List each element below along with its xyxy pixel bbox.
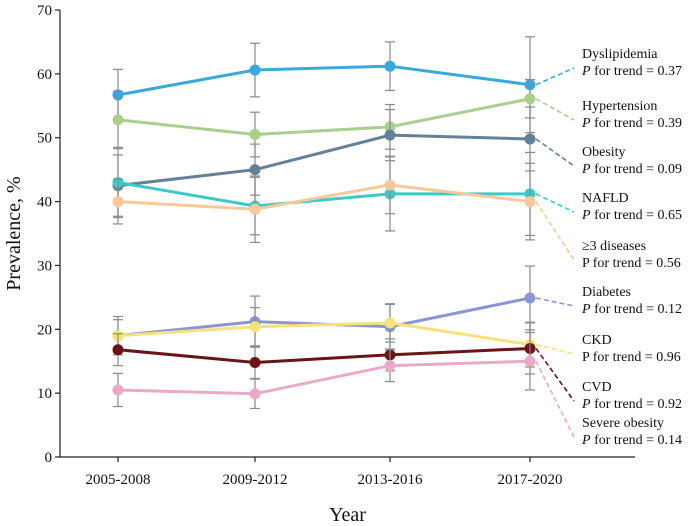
series-1 <box>112 79 536 158</box>
italic-p: P <box>581 397 591 412</box>
annotation-leader <box>535 297 575 307</box>
trend-value: for trend = 0.37 <box>591 64 683 79</box>
y-tick-label: 50 <box>37 131 52 147</box>
data-point <box>524 93 536 105</box>
series-line <box>117 321 531 347</box>
italic-p: P <box>581 64 591 79</box>
annotation-leader <box>535 347 575 402</box>
data-point <box>384 179 396 191</box>
annotation-leader <box>535 138 575 167</box>
annotation-trend: P for trend = 0.09 <box>581 162 682 177</box>
data-point <box>249 203 261 215</box>
annotation-leader <box>535 360 575 438</box>
data-point <box>249 356 261 368</box>
y-axis-title: Prevalence, % <box>3 176 25 290</box>
series-8 <box>112 331 536 410</box>
series-line <box>117 133 531 188</box>
trend-annotations: Dyslipidemia P for trend = 0.37 Hypertensi… <box>535 47 682 448</box>
data-point <box>112 344 124 356</box>
annotation-leader <box>535 67 575 86</box>
annotation-trend: P for trend = 0.39 <box>581 116 682 131</box>
x-tick-label: 2017-2020 <box>498 472 563 488</box>
annotation-trend: P for trend = 0.96 <box>582 350 681 365</box>
x-tick-label: 2009-2012 <box>223 472 288 488</box>
data-point <box>524 196 536 208</box>
italic-p: P <box>581 302 591 317</box>
trend-value: for trend = 0.14 <box>591 433 683 448</box>
annotation-name: Dyslipidemia <box>582 47 658 62</box>
italic-p: P <box>581 162 591 177</box>
y-tick-label: 10 <box>37 386 52 402</box>
annotation-name: CKD <box>582 333 612 348</box>
data-point <box>249 129 261 141</box>
y-tick-label: 60 <box>37 67 52 83</box>
trend-value: for trend = 0.92 <box>591 397 683 412</box>
annotation-trend: P for trend = 0.12 <box>581 302 682 317</box>
data-point <box>112 196 124 208</box>
annotation-leader <box>535 343 575 355</box>
series-line <box>117 296 531 338</box>
y-tick-label: 30 <box>37 258 52 274</box>
series-line <box>117 97 531 137</box>
data-point <box>249 164 261 176</box>
series-line <box>117 64 531 97</box>
annotation-trend: P for trend = 0.56 <box>582 256 681 271</box>
annotation-trend: P for trend = 0.37 <box>581 64 682 79</box>
data-point <box>524 292 536 304</box>
italic-p: P <box>581 116 591 131</box>
data-point <box>384 360 396 372</box>
annotation-name: CVD <box>582 380 612 395</box>
x-axis-title: Year <box>329 504 366 526</box>
annotation-name: Diabetes <box>582 285 631 300</box>
annotation-name: Obesity <box>582 145 626 160</box>
annotation-name: ≥3 diseases <box>582 239 646 254</box>
series-3 <box>112 146 536 237</box>
trend-value: for trend = 0.12 <box>591 302 683 317</box>
data-point <box>384 317 396 329</box>
x-tick-label: 2005-2008 <box>86 472 151 488</box>
x-tick-label: 2013-2016 <box>358 472 423 488</box>
data-point <box>524 133 536 145</box>
data-point <box>112 384 124 396</box>
annotation-name: NAFLD <box>582 191 629 206</box>
trend-value: for trend = 0.65 <box>591 208 683 223</box>
series-5 <box>112 265 536 356</box>
series-line <box>117 346 531 364</box>
data-point <box>249 388 261 400</box>
data-point <box>524 355 536 367</box>
data-point <box>112 114 124 126</box>
annotation-leader <box>535 201 575 261</box>
y-tick-label: 0 <box>45 450 53 466</box>
trend-value: for trend = 0.09 <box>591 162 683 177</box>
data-point <box>384 60 396 72</box>
trend-value: for trend = 0.39 <box>591 116 683 131</box>
series-0 <box>112 36 536 134</box>
data-point <box>249 321 261 333</box>
axes: 0 10 20 30 40 50 60 70 2005-2008 2009-2012 2013-20… <box>37 3 635 488</box>
annotation-trend: P for trend = 0.65 <box>581 208 682 223</box>
annotation-leader <box>535 193 575 213</box>
y-tick-label: 70 <box>37 3 52 19</box>
data-point <box>384 129 396 141</box>
annotation-trend: P for trend = 0.14 <box>581 433 682 448</box>
italic-p: P <box>581 208 591 223</box>
y-tick-label: 40 <box>37 195 52 211</box>
annotation-name: Severe obesity <box>582 416 664 431</box>
annotation-leader <box>535 98 575 121</box>
series-line <box>117 183 531 211</box>
series-layer <box>112 36 536 410</box>
italic-p: P <box>581 433 591 448</box>
series-line <box>117 359 531 396</box>
annotation-name: Hypertension <box>582 99 657 114</box>
annotation-trend: P for trend = 0.92 <box>581 397 682 412</box>
data-point <box>249 64 261 76</box>
y-tick-label: 20 <box>37 322 52 338</box>
series-4 <box>112 155 536 244</box>
